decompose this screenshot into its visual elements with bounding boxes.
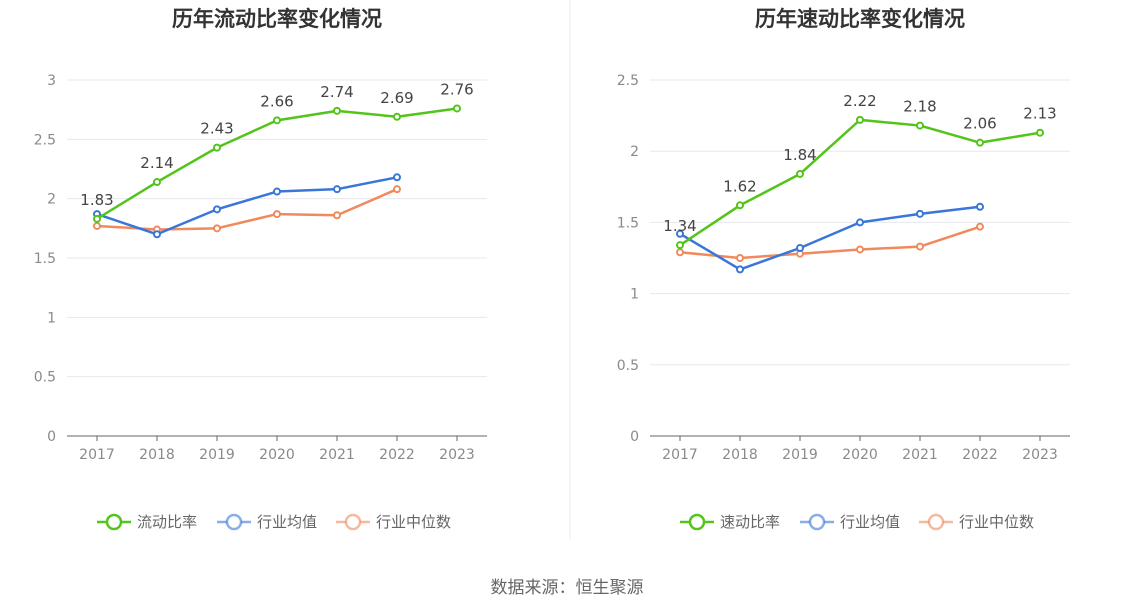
- data-point: [856, 218, 864, 227]
- y-tick-label: 1.5: [34, 251, 56, 267]
- data-point: [333, 211, 341, 220]
- y-tick-label: 0: [630, 429, 639, 445]
- data-label: 2.69: [380, 89, 413, 107]
- data-label: 2.14: [140, 154, 173, 172]
- data-point: [273, 210, 281, 219]
- quick-ratio-chart: 历年速动比率变化情况 0 0.5 1 1.5 2 2.5 2017 2018 2019 2020 20…: [617, 7, 1070, 531]
- x-tick-label: 2019: [199, 447, 235, 463]
- x-tick-label: 2021: [902, 447, 938, 463]
- legend-marker: [225, 513, 243, 531]
- data-label: 2.76: [440, 80, 473, 98]
- data-point: [796, 169, 804, 178]
- y-tick-label: 2: [47, 192, 56, 208]
- data-label: 1.62: [723, 177, 756, 195]
- data-label: 1.84: [783, 146, 816, 164]
- x-tick-label: 2019: [782, 447, 818, 463]
- data-label: 1.34: [663, 217, 696, 235]
- data-point: [676, 229, 684, 238]
- y-tick-label: 0: [47, 429, 56, 445]
- x-tick-label: 2023: [1022, 447, 1058, 463]
- legend-marker: [344, 513, 362, 531]
- data-point: [453, 104, 461, 113]
- data-point: [273, 116, 281, 125]
- x-tick-label: 2020: [259, 447, 295, 463]
- data-point: [393, 185, 401, 194]
- legend-label: 流动比率: [137, 513, 197, 531]
- data-point: [736, 201, 744, 210]
- data-source-note: 数据来源：恒生聚源: [490, 578, 644, 598]
- data-point: [153, 178, 161, 187]
- data-point: [916, 209, 924, 218]
- data-label: 2.13: [1023, 105, 1056, 123]
- legend-marker: [808, 513, 826, 531]
- y-tick-label: 0.5: [34, 370, 56, 386]
- series-line: [679, 205, 981, 271]
- legend-label: 行业均值: [257, 513, 317, 531]
- data-point: [736, 265, 744, 274]
- data-point: [213, 143, 221, 152]
- data-point: [676, 248, 684, 257]
- legend-label: 行业中位数: [959, 513, 1034, 531]
- data-point: [273, 187, 281, 196]
- legend-label: 行业均值: [840, 513, 900, 531]
- data-point: [1036, 128, 1044, 137]
- legend-marker: [105, 513, 123, 531]
- data-point: [916, 242, 924, 251]
- data-label: 2.43: [200, 120, 233, 138]
- legend-marker: [688, 513, 706, 531]
- legend-label: 行业中位数: [376, 513, 451, 531]
- legend-marker: [927, 513, 945, 531]
- x-tick-label: 2020: [842, 447, 878, 463]
- y-tick-label: 2.5: [617, 73, 639, 89]
- series-line: [96, 176, 398, 236]
- data-point: [153, 230, 161, 239]
- series-line: [679, 225, 981, 260]
- data-point: [916, 121, 924, 130]
- data-label: 2.06: [963, 115, 996, 133]
- series-line: [96, 188, 398, 231]
- data-point: [333, 185, 341, 194]
- data-point: [333, 106, 341, 115]
- data-point: [856, 245, 864, 254]
- x-tick-label: 2017: [79, 447, 115, 463]
- y-tick-label: 2: [630, 144, 639, 160]
- data-label: 2.66: [260, 92, 293, 110]
- data-point: [393, 112, 401, 121]
- x-tick-label: 2023: [439, 447, 475, 463]
- data-point: [976, 202, 984, 211]
- data-point: [736, 254, 744, 262]
- data-point: [93, 221, 101, 230]
- data-point: [213, 205, 221, 214]
- y-tick-label: 1.5: [617, 215, 639, 231]
- x-tick-label: 2021: [319, 447, 355, 463]
- current-ratio-chart: 历年流动比率变化情况 0 0.5 1 1.5 2 2.5 3 2017 2018 2019 2020 2…: [34, 7, 487, 531]
- x-tick-label: 2022: [962, 447, 998, 463]
- data-point: [976, 222, 984, 231]
- y-tick-label: 2.5: [34, 132, 56, 148]
- data-label: 2.18: [903, 98, 936, 116]
- data-point: [93, 214, 101, 223]
- data-point: [976, 138, 984, 147]
- x-tick-label: 2017: [662, 447, 698, 463]
- chart-title: 历年流动比率变化情况: [172, 7, 382, 31]
- x-tick-label: 2018: [722, 447, 758, 463]
- y-tick-label: 3: [47, 73, 56, 89]
- data-point: [796, 244, 804, 253]
- x-tick-label: 2022: [379, 447, 415, 463]
- y-tick-label: 1: [630, 287, 639, 303]
- y-tick-label: 1: [47, 310, 56, 326]
- data-point: [213, 224, 221, 233]
- y-tick-label: 0.5: [617, 358, 639, 374]
- data-point: [393, 173, 401, 182]
- data-point: [856, 115, 864, 124]
- data-label: 2.22: [843, 92, 876, 110]
- legend-label: 速动比率: [720, 513, 780, 531]
- chart-title: 历年速动比率变化情况: [755, 7, 965, 31]
- x-tick-label: 2018: [139, 447, 175, 463]
- data-label: 2.74: [320, 83, 353, 101]
- data-label: 1.83: [80, 191, 113, 209]
- data-point: [676, 241, 684, 250]
